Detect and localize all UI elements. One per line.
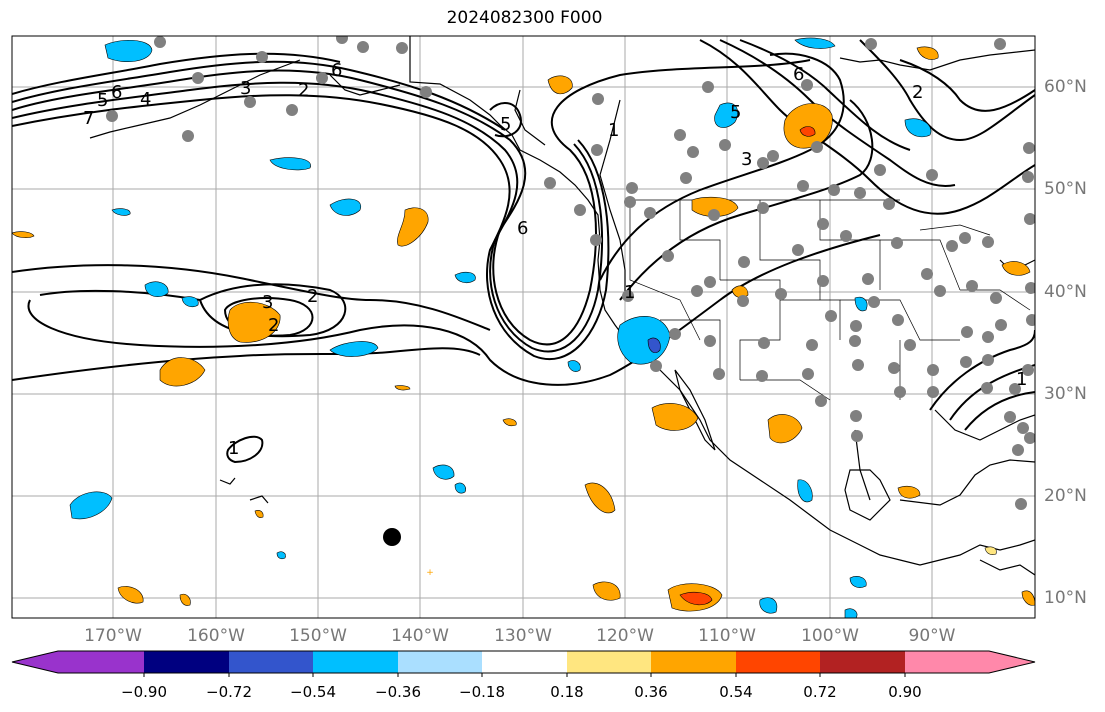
map-title: 2024082300 F000 <box>446 8 603 28</box>
colorbar-tick-label: −0.18 <box>459 683 505 701</box>
contour-label: 5 <box>500 114 511 135</box>
contour-label: 1 <box>228 438 239 459</box>
lat-label: 60°N <box>1044 77 1087 97</box>
lon-label: 170°W <box>84 626 142 646</box>
contour-label: 6 <box>793 64 804 85</box>
contour-label: 6 <box>331 60 342 81</box>
colorbar-segment <box>313 651 398 673</box>
contour-label: 2 <box>268 315 279 336</box>
contour-label-group: 5 6 4 3 2 7 6 1 6 6 5 3 2 3 2 1 1 2 1 5 <box>83 60 1027 459</box>
lon-label: 130°W <box>494 626 552 646</box>
contour-label: 1 <box>608 120 619 141</box>
colorbar-tick-label: 0.36 <box>634 683 668 701</box>
contour-label: 2 <box>298 80 309 101</box>
colorbar-segment <box>651 651 736 673</box>
contour-label: 3 <box>262 292 273 313</box>
contour-label: 2 <box>912 82 923 103</box>
colorbar-tick-label: −0.36 <box>375 683 421 701</box>
lat-label: 50°N <box>1044 179 1087 199</box>
contour-label: 2 <box>307 286 318 307</box>
contour-label: 1 <box>1016 369 1027 390</box>
colorbar-tick-label: 0.72 <box>803 683 837 701</box>
colorbar <box>11 650 1036 677</box>
contour-label: 5 <box>97 90 108 111</box>
colorbar-segment <box>905 651 989 673</box>
colorbar-tick-label: 0.54 <box>719 683 753 701</box>
lon-label: 120°W <box>596 626 654 646</box>
tropical-marker <box>383 528 401 546</box>
svg-text:+: + <box>426 568 434 578</box>
lon-label: 90°W <box>908 626 956 646</box>
colorbar-tick-label: −0.90 <box>121 683 167 701</box>
colorbar-segment <box>482 651 567 673</box>
colorbar-segment <box>229 651 313 673</box>
colorbar-segment <box>820 651 905 673</box>
contour-label: 3 <box>240 78 251 99</box>
contour-label: 1 <box>624 282 635 303</box>
contour-label: 6 <box>517 218 528 239</box>
lat-label: 30°N <box>1044 384 1087 404</box>
colorbar-tick-label: −0.72 <box>206 683 252 701</box>
colorbar-segment <box>989 651 1035 673</box>
contour-label: 7 <box>83 108 94 129</box>
colorbar-segment <box>567 651 651 673</box>
lon-label: 150°W <box>289 626 347 646</box>
colorbar-tick-label: 0.18 <box>550 683 584 701</box>
lat-label: 10°N <box>1044 588 1087 608</box>
station-dots <box>106 36 1035 510</box>
lat-label: 40°N <box>1044 282 1087 302</box>
lon-label: 160°W <box>187 626 245 646</box>
lon-label: 110°W <box>698 626 756 646</box>
graticule <box>12 36 1035 618</box>
colorbar-segment <box>12 651 58 673</box>
contour-label: 6 <box>111 82 122 103</box>
contour-label: 4 <box>140 89 151 110</box>
colorbar-segment <box>144 651 229 673</box>
shading <box>12 37 1035 618</box>
lon-label: 140°W <box>391 626 449 646</box>
contour-label: 3 <box>741 149 752 170</box>
lat-label: 20°N <box>1044 486 1087 506</box>
map-frame <box>11 35 1036 619</box>
colorbar-tick-label: 0.90 <box>888 683 922 701</box>
colorbar-segment <box>398 651 482 673</box>
colorbar-segment <box>736 651 820 673</box>
colorbar-tick-label: −0.54 <box>290 683 336 701</box>
lon-label: 100°W <box>801 626 859 646</box>
colorbar-segment <box>58 651 144 673</box>
contour-label: 5 <box>730 102 741 123</box>
